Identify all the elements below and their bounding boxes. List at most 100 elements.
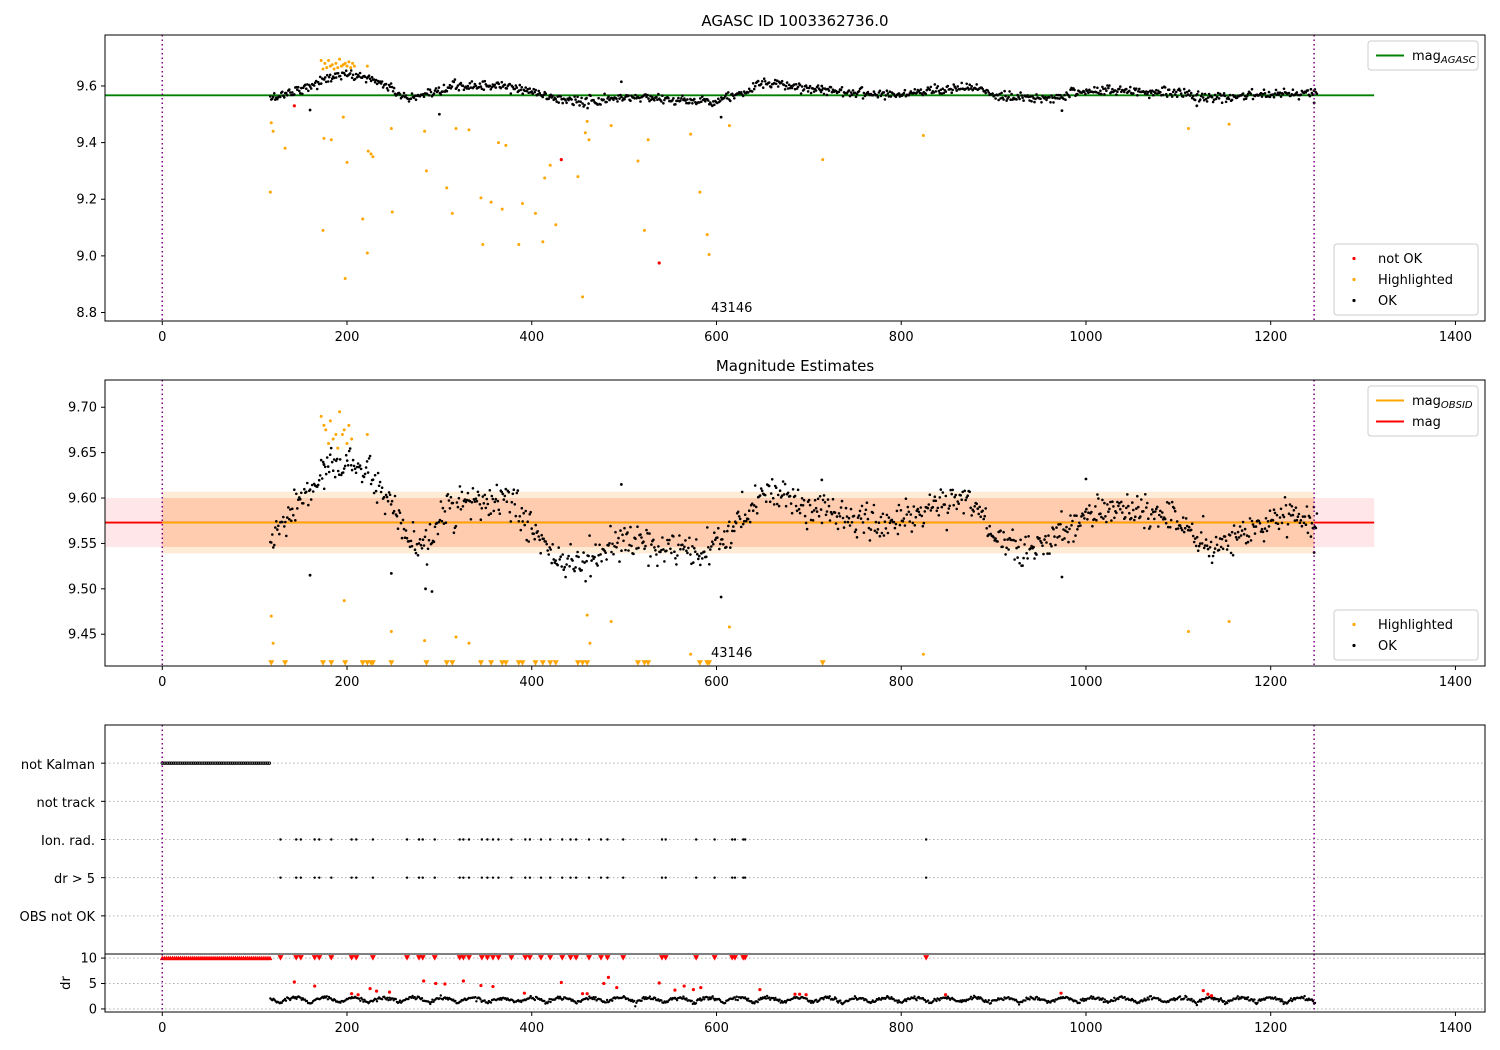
- ok-point: [385, 87, 389, 90]
- ok-point: [916, 507, 920, 511]
- ok-point: [392, 86, 396, 90]
- ok-point: [1185, 90, 1189, 94]
- ok-point: [336, 72, 340, 75]
- data-point: [657, 261, 661, 265]
- ok-point: [960, 81, 963, 85]
- ok-point: [951, 88, 954, 92]
- dr-point: [623, 996, 626, 999]
- ok-point: [474, 84, 478, 88]
- ok-point: [923, 510, 927, 513]
- ok-point: [505, 500, 509, 504]
- ok-point: [1158, 513, 1161, 517]
- ok-point: [311, 490, 315, 493]
- flag-marker: [210, 761, 214, 765]
- ok-point: [1079, 524, 1082, 527]
- flag-marker: [524, 838, 527, 841]
- ok-point: [488, 84, 492, 88]
- lower-limit-marker: [731, 955, 738, 961]
- ok-point: [895, 509, 899, 513]
- data-point: [328, 419, 332, 423]
- ok-point: [660, 548, 663, 552]
- ok-point: [1228, 93, 1232, 97]
- ok-point: [479, 518, 483, 521]
- ok-point: [433, 525, 437, 529]
- ok-point: [517, 520, 521, 523]
- ok-point: [1023, 543, 1026, 546]
- ok-point: [318, 474, 322, 477]
- ok-point: [645, 528, 648, 532]
- dr-point: [711, 995, 714, 998]
- ok-point: [654, 549, 657, 552]
- ok-point: [530, 90, 533, 93]
- flag-marker: [510, 876, 513, 879]
- dr-point: [865, 998, 868, 1002]
- ok-point: [375, 501, 379, 504]
- flag-marker: [694, 876, 698, 879]
- series-ok: [269, 446, 1319, 583]
- ok-point: [272, 546, 275, 549]
- ok-point: [1280, 521, 1284, 525]
- ok-point: [1248, 517, 1252, 520]
- ok-point: [850, 521, 854, 524]
- ok-point: [940, 92, 944, 95]
- ok-point: [836, 527, 840, 531]
- ok-point: [561, 553, 564, 556]
- ok-point: [756, 79, 760, 83]
- ok-point: [1148, 96, 1151, 100]
- ok-point: [829, 85, 833, 89]
- dr-point: [989, 1002, 993, 1005]
- ok-point: [510, 500, 514, 504]
- ok-point: [524, 509, 527, 513]
- ok-point: [1051, 96, 1054, 99]
- ok-point: [572, 567, 575, 571]
- ok-point: [865, 501, 869, 505]
- lower-limit-marker: [431, 955, 438, 961]
- ok-point: [423, 535, 427, 539]
- dr-point: [707, 998, 710, 1001]
- ok-point: [440, 519, 444, 523]
- ok-point: [1063, 93, 1066, 97]
- ok-point: [359, 467, 363, 471]
- data-point: [1186, 629, 1190, 633]
- ok-point: [556, 563, 559, 567]
- ok-point: [422, 544, 426, 547]
- ok-point: [936, 85, 940, 88]
- ok-point: [324, 472, 328, 476]
- flag-marker: [264, 761, 268, 765]
- ok-point: [395, 514, 399, 518]
- ok-point: [1052, 527, 1055, 531]
- ok-point: [1244, 541, 1248, 545]
- dr-point: [945, 997, 949, 1000]
- ok-point: [1109, 500, 1112, 504]
- ok-point: [742, 520, 746, 523]
- ok-point: [1073, 88, 1076, 92]
- y-tick-label: 9.70: [68, 401, 97, 416]
- ok-point: [1178, 89, 1182, 92]
- flag-marker: [549, 838, 552, 841]
- ok-point: [1189, 528, 1193, 532]
- ok-point: [732, 94, 735, 97]
- ok-point: [474, 497, 478, 501]
- dr-point: [897, 999, 900, 1002]
- dr-point: [549, 1000, 552, 1004]
- ok-point: [709, 101, 712, 104]
- data-point: [479, 983, 483, 988]
- ok-point: [513, 503, 517, 506]
- ok-point: [1087, 91, 1090, 95]
- ok-point: [577, 100, 580, 103]
- ok-point: [1267, 90, 1271, 94]
- ok-point: [907, 510, 911, 514]
- dr-point: [1035, 995, 1039, 999]
- ok-point: [422, 95, 426, 98]
- ok-point: [1247, 535, 1251, 538]
- ok-point: [902, 517, 906, 520]
- ok-point: [952, 503, 955, 507]
- ok-point: [1168, 525, 1172, 529]
- data-point: [324, 428, 328, 432]
- ok-point: [1184, 517, 1188, 520]
- data-point: [585, 119, 589, 123]
- series-not-kalman: [160, 761, 272, 765]
- ok-point: [1163, 86, 1167, 89]
- ok-point: [1159, 509, 1162, 513]
